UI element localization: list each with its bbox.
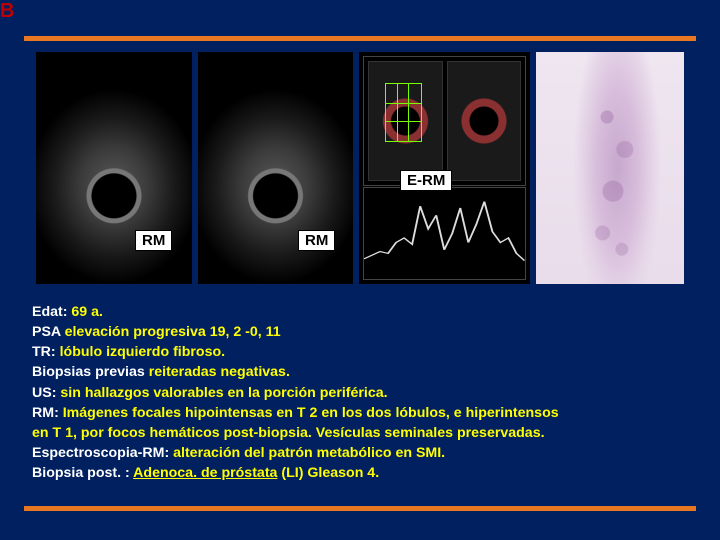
us-key: US: bbox=[32, 385, 60, 401]
spectrum-line bbox=[364, 202, 524, 261]
biop-val: reiteradas negativas. bbox=[149, 364, 290, 380]
bpost-rest: (LI) Gleason 4. bbox=[277, 465, 379, 481]
bpost-key: Biopsia post. : bbox=[32, 465, 133, 481]
line-rm-1: RM: Imágenes focales hipointensas en T 2… bbox=[32, 403, 698, 423]
line-us: US: sin hallazgos valorables en la porci… bbox=[32, 383, 698, 403]
line-rm-2: en T 1, por focos hemáticos post-biopsia… bbox=[32, 423, 698, 443]
spectrum-svg bbox=[364, 188, 524, 279]
spectroscopy-localizer bbox=[363, 56, 525, 186]
histology-image bbox=[536, 52, 684, 284]
line-tr: TR: lóbulo izquierdo fibroso. bbox=[32, 342, 698, 362]
histology-panel bbox=[536, 52, 684, 284]
rm-key: RM: bbox=[32, 405, 63, 421]
edat-val: 69 a. bbox=[71, 304, 103, 320]
spectroscopy-panel bbox=[359, 52, 529, 284]
line-espectro: Espectroscopia-RM: alteración del patrón… bbox=[32, 443, 698, 463]
spectroscopy-mini-right bbox=[447, 61, 521, 181]
image-row bbox=[36, 52, 684, 284]
spectroscopy-mini-left bbox=[368, 61, 442, 181]
rm-val-1: Imágenes focales hipointensas en T 2 en … bbox=[63, 405, 559, 421]
tr-val: lóbulo izquierdo fibroso. bbox=[60, 344, 226, 360]
divider-bottom bbox=[24, 506, 696, 511]
esp-key: Espectroscopia-RM: bbox=[32, 445, 173, 461]
psa-key: PSA bbox=[32, 324, 65, 340]
label-rm-2: RM bbox=[298, 230, 335, 251]
biop-key: Biopsias previas bbox=[32, 364, 149, 380]
case-text: Edat: 69 a. PSA elevación progresiva 19,… bbox=[32, 302, 698, 483]
line-biopsia-post: Biopsia post. : Adenoca. de próstata (LI… bbox=[32, 463, 698, 483]
label-rm-1: RM bbox=[135, 230, 172, 251]
esp-val: alteración del patrón metabólico en SMI. bbox=[173, 445, 445, 461]
line-biopsias: Biopsias previas reiteradas negativas. bbox=[32, 362, 698, 382]
edat-key: Edat: bbox=[32, 304, 71, 320]
bpost-dx: Adenoca. de próstata bbox=[133, 465, 277, 481]
line-edat: Edat: 69 a. bbox=[32, 302, 698, 322]
us-val: sin hallazgos valorables en la porción p… bbox=[60, 385, 387, 401]
tr-key: TR: bbox=[32, 344, 60, 360]
divider-top bbox=[24, 36, 696, 41]
psa-val: elevación progresiva 19, 2 -0, 11 bbox=[65, 324, 281, 340]
line-psa: PSA elevación progresiva 19, 2 -0, 11 bbox=[32, 322, 698, 342]
label-e-rm: E-RM bbox=[400, 170, 452, 191]
spectroscopy-graph bbox=[363, 187, 525, 280]
label-b: B bbox=[0, 0, 720, 23]
